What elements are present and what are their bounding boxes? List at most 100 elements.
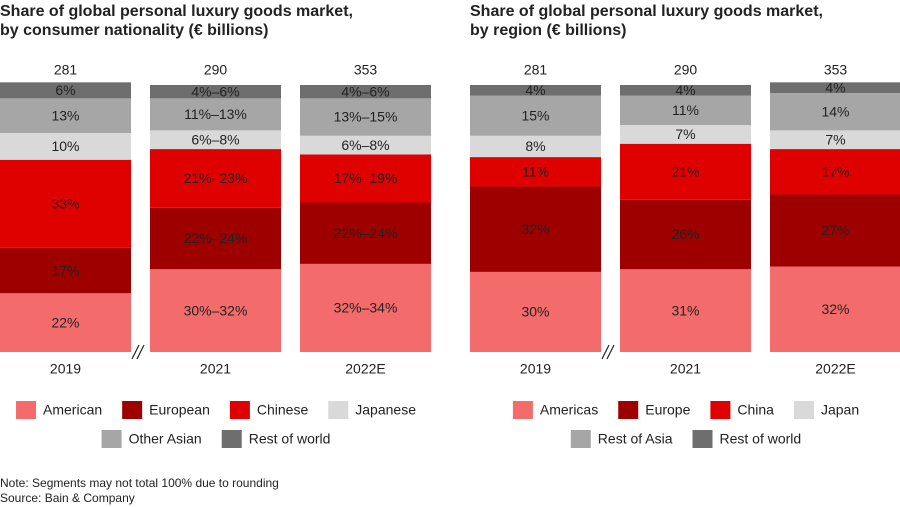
total-label: 290	[204, 62, 228, 78]
total-label: 353	[354, 62, 378, 78]
chart-title: by consumer nationality (€ billions)	[0, 22, 268, 39]
bar-segment	[470, 135, 601, 158]
legend-label: Japanese	[355, 402, 416, 418]
value-label: 30%	[521, 304, 549, 320]
legend-swatch	[512, 401, 533, 419]
bar-segment	[620, 95, 751, 126]
bar-segment	[300, 263, 431, 352]
value-label: 31%	[671, 302, 699, 318]
value-label: 13%	[51, 107, 79, 123]
value-label: 8%	[525, 138, 545, 154]
source: Source: Bain & Company	[0, 491, 135, 505]
value-label: 21%–23%	[184, 170, 248, 186]
x-tick-label: 2019	[50, 361, 81, 377]
value-label: 6%–8%	[341, 137, 389, 153]
value-label: 4%	[825, 79, 845, 95]
bar-segment	[770, 93, 900, 131]
value-label: 32%–34%	[334, 300, 398, 316]
value-label: 7%	[825, 131, 845, 147]
value-label: 4%	[525, 82, 545, 98]
legend-label: Japan	[821, 402, 859, 418]
bar-segment	[150, 207, 281, 270]
value-label: 27%	[821, 222, 849, 238]
bar-segment	[620, 125, 751, 144]
x-tick-label: 2021	[200, 361, 231, 377]
value-label: 32%	[821, 301, 849, 317]
value-label: 4%	[675, 82, 695, 98]
value-label: 6%	[55, 82, 75, 98]
value-label: 11%	[522, 163, 549, 179]
bar-segment	[470, 157, 601, 187]
bar-segment	[0, 247, 131, 294]
bar-segment	[0, 159, 131, 248]
legend-label: Rest of world	[720, 431, 802, 447]
bar-segment	[470, 95, 601, 136]
legend-swatch	[16, 401, 37, 419]
value-label: 14%	[821, 103, 849, 119]
x-tick-label: 2022E	[815, 361, 855, 377]
legend-row: American European Chinese Japanese	[16, 401, 416, 419]
value-label: 4%–6%	[191, 83, 239, 99]
bar-segment	[770, 194, 900, 267]
total-label: 290	[674, 62, 698, 78]
legend-swatch	[122, 401, 143, 419]
bar-segment	[150, 98, 281, 131]
value-label: 33%	[51, 196, 79, 212]
bar-segment	[0, 82, 131, 99]
bar-segment	[620, 143, 751, 200]
chart-title: Share of global personal luxury goods ma…	[470, 3, 823, 20]
chart-title: by region (€ billions)	[470, 22, 626, 39]
bar-segment	[620, 85, 751, 96]
x-tick-label: 2021	[670, 361, 701, 377]
legend-label: American	[43, 402, 102, 418]
bar-segment	[300, 98, 431, 136]
value-label: 13%–15%	[334, 109, 398, 125]
bar-segment	[770, 82, 900, 94]
bar-segment	[0, 293, 131, 352]
value-label: 10%	[51, 138, 79, 154]
legend-label: Chinese	[257, 402, 309, 418]
value-label: 26%	[671, 226, 699, 242]
total-label: 281	[54, 62, 78, 78]
value-label: 21%	[671, 163, 699, 179]
bar-segment	[300, 135, 431, 155]
bar-segment	[620, 269, 751, 352]
note: Note: Segments may not total 100% due to…	[0, 476, 279, 490]
legend-swatch	[692, 430, 713, 448]
value-label: 22%–24%	[334, 225, 398, 241]
bar-segment	[470, 85, 601, 96]
legend-row: Americas Europe China Japan	[512, 401, 859, 419]
value-label: 30%–32%	[184, 302, 248, 318]
legend-swatch	[793, 401, 814, 419]
bar-segment	[150, 269, 281, 352]
x-tick-label: 2022E	[345, 361, 385, 377]
legend-swatch	[618, 401, 639, 419]
bar-segment	[0, 98, 131, 134]
bar-segment	[470, 271, 601, 352]
legend-label: Rest of world	[249, 431, 331, 447]
value-label: 6%–8%	[191, 131, 239, 147]
legend-swatch	[229, 401, 250, 419]
value-label: 22%–24%	[184, 230, 248, 246]
value-label: 32%	[521, 221, 549, 237]
bar-segment	[300, 202, 431, 264]
chart-title: Share of global personal luxury goods ma…	[0, 3, 353, 20]
value-label: 17%	[51, 262, 79, 278]
legend-row: Rest of Asia Rest of world	[570, 430, 802, 448]
value-label: 15%	[521, 107, 549, 123]
total-label: 353	[824, 62, 848, 78]
bar-segment	[0, 133, 131, 160]
bar-segment	[300, 154, 431, 203]
bar-segment	[470, 186, 601, 272]
value-label: 17%–19%	[334, 170, 398, 186]
legend-swatch	[101, 430, 122, 448]
value-label: 17%	[821, 163, 849, 179]
legend-label: Rest of Asia	[598, 431, 673, 447]
value-label: 7%	[675, 126, 695, 142]
legend-label: China	[737, 402, 774, 418]
bar-segment	[150, 149, 281, 208]
bar-segment	[150, 130, 281, 150]
legend-label: European	[149, 402, 210, 418]
